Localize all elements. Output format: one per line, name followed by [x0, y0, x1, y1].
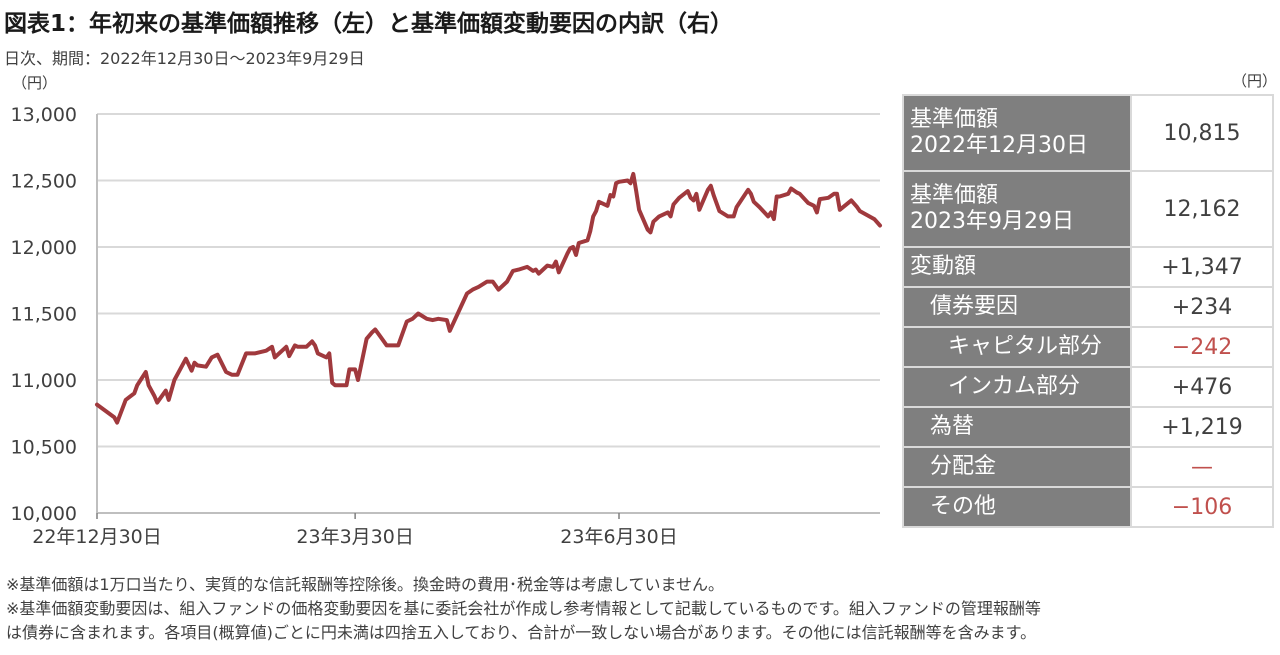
breakdown-value: +1,347	[1130, 246, 1274, 288]
footnote-line: ※基準価額は1万口当たり、実質的な信託報酬等控除後。換金時の費用･税金等は考慮し…	[6, 575, 724, 594]
breakdown-label: 債券要因	[902, 286, 1132, 328]
y-tick-label: 12,000	[11, 237, 77, 259]
breakdown-label: キャピタル部分	[902, 326, 1132, 368]
breakdown-label: その他	[902, 486, 1132, 528]
y-tick-label: 12,500	[11, 171, 77, 193]
breakdown-unit: （円）	[1232, 72, 1278, 90]
breakdown-value: +476	[1130, 366, 1274, 408]
breakdown-label-line2: 2023年9月29日	[910, 209, 1074, 234]
breakdown-row-start-nav: 基準価額 2022年12月30日 10,815	[902, 94, 1274, 172]
breakdown-label: 分配金	[902, 446, 1132, 488]
breakdown-label-line2: 2022年12月30日	[910, 133, 1088, 158]
breakdown-label: 変動額	[902, 246, 1132, 288]
breakdown-label: 為替	[902, 406, 1132, 448]
breakdown-table: 基準価額 2022年12月30日 10,815 基準価額 2023年9月29日 …	[902, 94, 1274, 528]
breakdown-row-capital: キャピタル部分 −242	[902, 326, 1274, 368]
breakdown-label-line1: 基準価額	[910, 106, 999, 132]
breakdown-row-bond-factor: 債券要因 +234	[902, 286, 1274, 328]
nav-series-line	[95, 171, 882, 425]
breakdown-row-change: 変動額 +1,347	[902, 246, 1274, 288]
breakdown-row-end-nav: 基準価額 2023年9月29日 12,162	[902, 170, 1274, 248]
breakdown-row-fx: 為替 +1,219	[902, 406, 1274, 448]
footnote-line: ※基準価額変動要因は、組入ファンドの価格変動要因を基に委託会社が作成し参考情報と…	[6, 599, 1041, 618]
breakdown-value: −242	[1130, 326, 1274, 368]
breakdown-row-income: インカム部分 +476	[902, 366, 1274, 408]
x-tick-label: 23年6月30日	[560, 526, 677, 548]
y-axis-unit: （円）	[12, 74, 57, 92]
breakdown-label-line1: 基準価額	[910, 182, 999, 208]
breakdown-value: —	[1130, 446, 1274, 488]
breakdown-value: +234	[1130, 286, 1274, 328]
breakdown-label: 基準価額 2023年9月29日	[902, 170, 1132, 248]
figure-title: 図表1：年初来の基準価額推移（左）と基準価額変動要因の内訳（右）	[4, 11, 734, 37]
x-tick-label: 22年12月30日	[32, 526, 162, 548]
x-tick-label: 23年3月30日	[296, 526, 413, 548]
breakdown-value: 12,162	[1130, 170, 1274, 248]
breakdown-row-distribution: 分配金 —	[902, 446, 1274, 488]
breakdown-value: −106	[1130, 486, 1274, 528]
nav-line-chart: （円） 10,000 10,500 11,000 11,500 12,000 12,500…	[11, 74, 882, 548]
footnote-line: は債券に含まれます。各項目(概算値)ごとに円未満は四捨五入しており、合計が一致し…	[6, 623, 1037, 642]
breakdown-label: インカム部分	[902, 366, 1132, 408]
figure-subtitle: 日次、期間：2022年12月30日～2023年9月29日	[4, 49, 365, 68]
y-tick-label: 13,000	[11, 104, 77, 126]
y-tick-label: 11,500	[11, 304, 77, 326]
breakdown-value: 10,815	[1130, 94, 1274, 172]
y-tick-label: 10,000	[11, 503, 77, 525]
breakdown-value: +1,219	[1130, 406, 1274, 448]
breakdown-label: 基準価額 2022年12月30日	[902, 94, 1132, 172]
y-tick-label: 11,000	[11, 370, 77, 392]
footnotes: ※基準価額は1万口当たり、実質的な信託報酬等控除後。換金時の費用･税金等は考慮し…	[6, 573, 1274, 645]
y-tick-label: 10,500	[11, 437, 77, 459]
breakdown-row-other: その他 −106	[902, 486, 1274, 528]
